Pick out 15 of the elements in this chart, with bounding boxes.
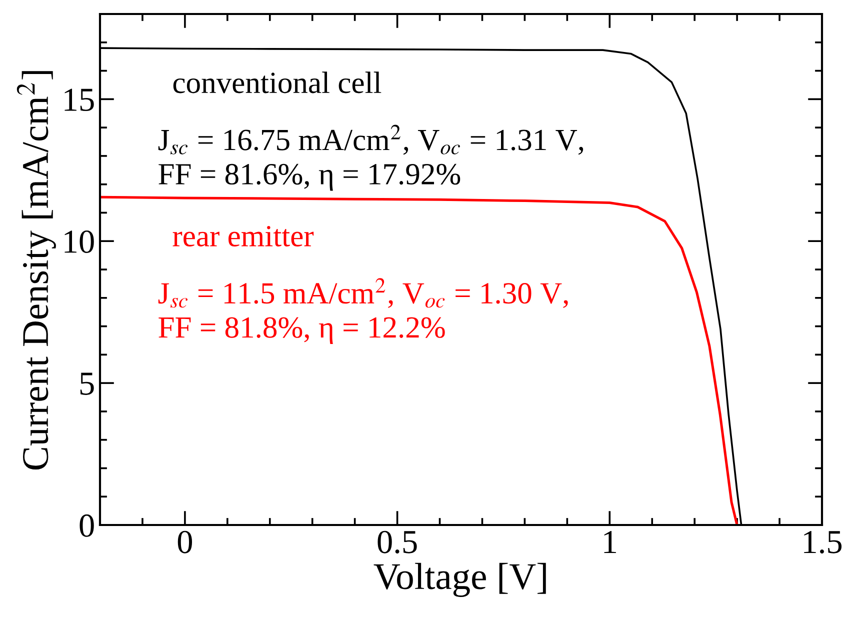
annotation: J$_{sc}$ = 16.75 mA/cm$^{2}$, V$_{oc}$ = 1.31 V, FF = 81.6%, η = 17.92% xyxy=(158,124,584,191)
y-axis-title: Current Density [mA/cm$^{2}$] xyxy=(16,71,56,470)
x-tick-label: 1.5 xyxy=(804,530,842,554)
x-axis-title: Voltage [V] xyxy=(374,562,546,597)
annotation: J$_{sc}$ = 11.5 mA/cm$^{2}$, V$_{oc}$ = 1.30 V, FF = 81.8%, η = 12.2% xyxy=(158,278,568,344)
y-tick-label: 5 xyxy=(80,372,94,395)
series-label: rear emitter xyxy=(172,226,314,246)
series-label: conventional cell xyxy=(173,72,382,94)
line-series xyxy=(100,196,738,525)
y-tick-label: 0 xyxy=(80,514,94,537)
x-tick-label: 1 xyxy=(604,530,616,553)
y-tick-label: 10 xyxy=(64,230,94,254)
x-tick-label: 0.5 xyxy=(378,530,417,554)
y-tick-label: 15 xyxy=(64,88,94,112)
x-tick-label: 0 xyxy=(178,530,192,554)
